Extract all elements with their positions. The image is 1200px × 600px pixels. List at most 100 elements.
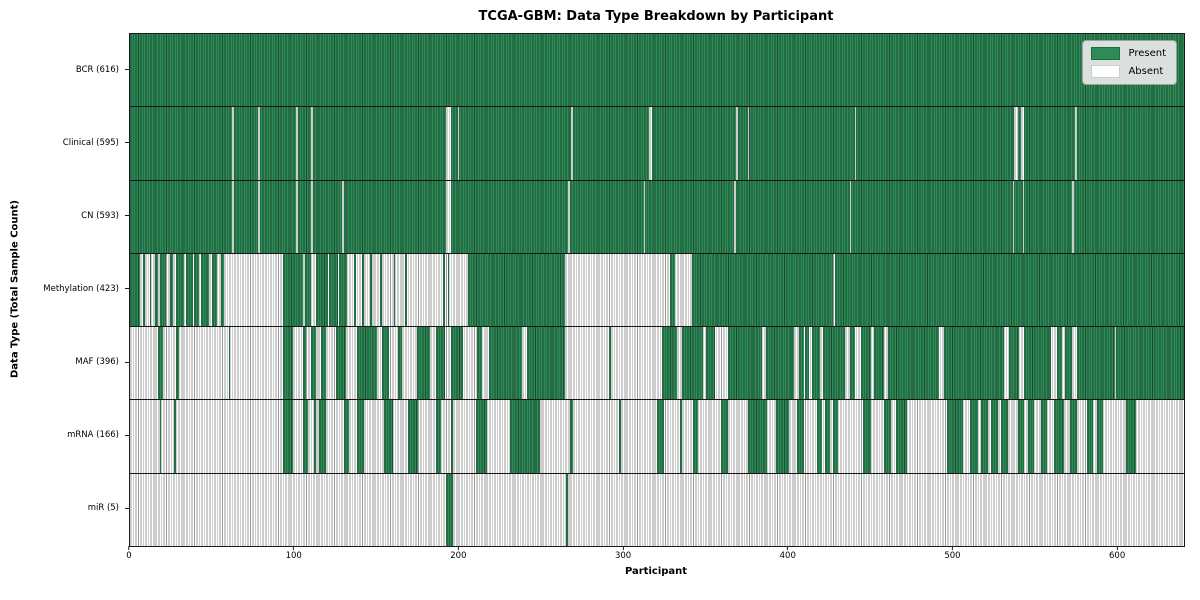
absent-segment [258, 107, 261, 180]
absent-segment [296, 180, 298, 253]
heatmap-row-cn [130, 179, 1184, 253]
xtick-500: 500 [944, 546, 961, 561]
present-segment [344, 400, 350, 473]
present-segment [304, 253, 312, 327]
present-segment [174, 400, 177, 473]
present-segment [130, 253, 140, 327]
present-segment [861, 327, 872, 400]
absent-segment [747, 107, 750, 180]
present-segment [329, 253, 338, 327]
present-segment [1009, 327, 1020, 400]
plot-area: Present Absent [129, 33, 1185, 547]
present-segment [416, 327, 430, 400]
xtick-200: 200 [450, 546, 466, 561]
present-segment [796, 400, 804, 473]
present-segment [526, 327, 565, 400]
present-segment [283, 253, 303, 327]
present-segment [981, 400, 988, 473]
present-segment [451, 400, 453, 473]
present-segment [1001, 400, 1008, 473]
present-segment [680, 400, 682, 473]
ytick-label-bcr: BCR (616) [75, 64, 119, 75]
legend-label-present: Present [1128, 48, 1166, 59]
present-segment [569, 400, 573, 473]
absent-segment [311, 180, 313, 253]
present-segment [467, 253, 565, 327]
present-segment [969, 400, 979, 473]
absent-segment [296, 107, 298, 180]
present-segment [727, 327, 763, 400]
present-segment [157, 327, 163, 400]
present-segment [283, 400, 294, 473]
xtick-label: 500 [944, 551, 961, 561]
xtick-label: 400 [779, 551, 796, 561]
present-segment [1024, 327, 1051, 400]
present-segment [862, 400, 872, 473]
present-segment [816, 400, 822, 473]
present-segment [143, 253, 145, 327]
absent-segment [1020, 107, 1025, 180]
present-segment [747, 400, 768, 473]
ytick-clinical: Clinical (595) [0, 106, 129, 179]
present-segment [436, 327, 445, 400]
present-segment [895, 400, 908, 473]
present-segment [393, 253, 396, 327]
heatmap-row-methylation [130, 252, 1184, 327]
present-segment [398, 327, 402, 400]
present-segment [1027, 400, 1035, 473]
present-segment [194, 253, 200, 327]
present-segment [657, 400, 664, 473]
xtick-100: 100 [286, 546, 302, 561]
absent-segment [311, 107, 313, 180]
heatmap-row-mir [130, 472, 1184, 546]
present-segment [316, 253, 328, 327]
absent-segment [342, 180, 345, 253]
ytick-methylation: Methylation (423) [0, 252, 129, 325]
ytick-label-mir: miR (5) [87, 503, 119, 514]
absent-segment [232, 180, 234, 253]
present-segment [408, 400, 419, 473]
present-segment [661, 327, 677, 400]
present-segment [1116, 327, 1184, 400]
present-segment [805, 327, 809, 400]
present-segment [436, 400, 442, 473]
absent-segment [643, 180, 646, 253]
ytick-bcr: BCR (616) [0, 33, 129, 106]
absent-segment [446, 180, 452, 253]
present-segment [833, 400, 839, 473]
present-segment [849, 327, 855, 400]
present-segment [670, 253, 676, 327]
xtick-mark [128, 546, 130, 550]
present-segment [176, 327, 180, 400]
present-segment [185, 253, 193, 327]
present-segment [335, 327, 346, 400]
xtick-400: 400 [780, 546, 796, 561]
present-segment [1076, 327, 1115, 400]
present-segment [765, 327, 794, 400]
absent-segment [1022, 180, 1025, 253]
ytick-mark [125, 215, 129, 217]
present-segment [302, 400, 308, 473]
present-segment [489, 327, 522, 400]
present-segment [823, 327, 845, 400]
absent-segment [1014, 107, 1018, 180]
absent-segment [849, 180, 852, 253]
present-segment [212, 253, 218, 327]
ytick-mark [125, 434, 129, 436]
ytick-label-cn: CN (593) [81, 210, 119, 221]
legend-swatch-absent [1091, 65, 1121, 78]
xtick-mark [622, 546, 624, 550]
present-segment [566, 473, 569, 546]
present-segment [991, 400, 998, 473]
ytick-mark [125, 69, 129, 71]
present-segment [721, 400, 728, 473]
present-segment [874, 327, 885, 400]
present-segment [510, 400, 541, 473]
absent-segment [1072, 180, 1074, 253]
x-axis-tick-labels: 0 100 200 300 400 500 600 [126, 546, 1183, 564]
present-segment [447, 253, 450, 327]
present-segment [321, 327, 326, 400]
present-segment [1086, 400, 1094, 473]
xtick-mark [787, 546, 789, 550]
present-segment [475, 400, 488, 473]
